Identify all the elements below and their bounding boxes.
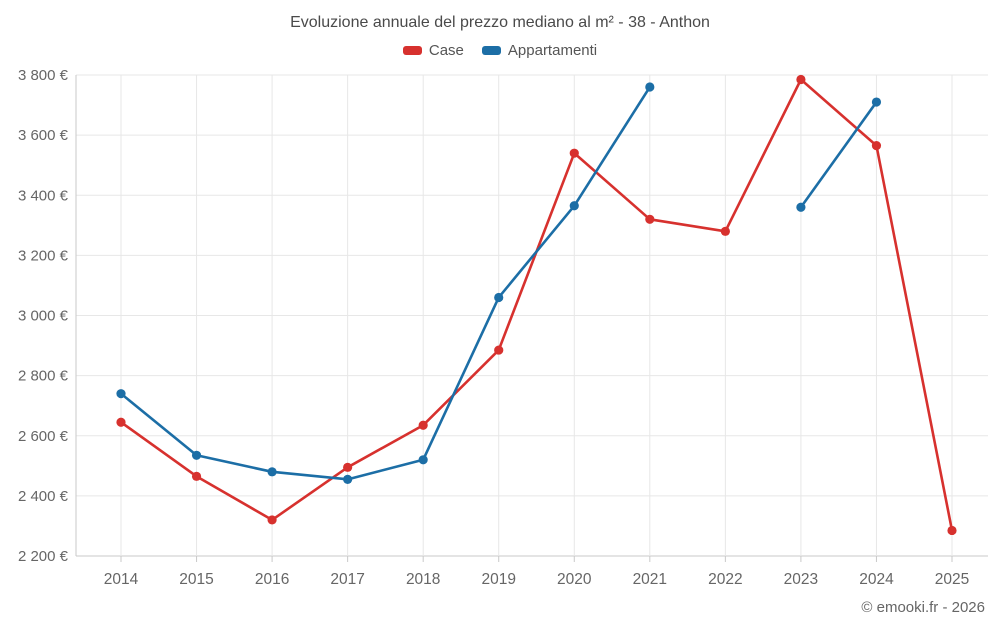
data-point-appartamenti-2021 bbox=[645, 82, 655, 92]
copyright-text: © emooki.fr - 2026 bbox=[861, 599, 985, 616]
legend-label-appartamenti: Appartamenti bbox=[507, 42, 598, 59]
x-axis-tick-label: 2023 bbox=[784, 571, 818, 588]
data-point-appartamenti-2019 bbox=[494, 292, 504, 303]
appartamenti-series-swatch-icon bbox=[481, 46, 501, 55]
data-point-case-2016 bbox=[267, 515, 277, 525]
data-point-appartamenti-2017 bbox=[343, 474, 353, 484]
legend-item-appartamenti[interactable]: Appartamenti bbox=[481, 42, 598, 59]
legend-label-case: Case bbox=[428, 42, 464, 59]
y-axis-tick-label: 3 800 € bbox=[18, 67, 69, 84]
data-point-case-2024 bbox=[871, 141, 882, 151]
x-axis-tick-label: 2020 bbox=[557, 571, 592, 588]
y-axis-tick-label: 2 600 € bbox=[18, 428, 69, 445]
data-point-appartamenti-2016 bbox=[267, 467, 277, 477]
data-point-case-2023 bbox=[796, 74, 806, 85]
data-point-appartamenti-2018 bbox=[418, 455, 428, 465]
data-point-case-2014 bbox=[116, 417, 126, 427]
data-point-case-2022 bbox=[720, 226, 730, 236]
data-point-case-2025 bbox=[947, 525, 957, 536]
y-axis-tick-label: 3 000 € bbox=[18, 308, 69, 325]
series-line-appartamenti bbox=[119, 85, 652, 481]
x-axis-tick-label: 2015 bbox=[179, 571, 213, 588]
data-point-case-2021 bbox=[645, 214, 655, 224]
data-point-appartamenti-2015 bbox=[191, 450, 202, 460]
data-point-case-2018 bbox=[418, 420, 428, 430]
series-line-appartamenti bbox=[799, 100, 878, 209]
x-axis-tick-label: 2014 bbox=[104, 571, 139, 588]
x-axis-tick-label: 2025 bbox=[935, 571, 969, 588]
data-point-case-2019 bbox=[494, 345, 504, 355]
x-axis-tick-label: 2018 bbox=[406, 571, 440, 588]
x-axis-tick-label: 2017 bbox=[330, 571, 364, 588]
y-axis-tick-label: 3 600 € bbox=[18, 127, 69, 144]
x-axis-tick-label: 2019 bbox=[481, 571, 515, 588]
y-axis-tick-label: 3 200 € bbox=[18, 247, 69, 264]
data-point-appartamenti-2024 bbox=[871, 97, 882, 107]
data-point-appartamenti-2023 bbox=[796, 202, 806, 212]
y-axis-tick-label: 2 400 € bbox=[18, 488, 69, 505]
x-axis-tick-label: 2024 bbox=[859, 571, 894, 588]
data-point-appartamenti-2020 bbox=[569, 201, 579, 211]
chart-title: Evoluzione annuale del prezzo mediano al… bbox=[290, 14, 710, 31]
data-point-appartamenti-2014 bbox=[116, 389, 126, 399]
x-axis-tick-label: 2021 bbox=[633, 571, 667, 588]
data-point-case-2020 bbox=[569, 148, 579, 158]
legend-item-case[interactable]: Case bbox=[402, 42, 464, 59]
case-series-swatch-icon bbox=[402, 46, 422, 55]
chart-legend: Case Appartamenti bbox=[0, 42, 1000, 59]
y-axis-tick-label: 2 800 € bbox=[18, 368, 69, 385]
data-point-case-2017 bbox=[343, 462, 353, 472]
y-axis-tick-label: 3 400 € bbox=[18, 187, 69, 204]
x-axis-tick-label: 2022 bbox=[708, 571, 742, 588]
x-axis-tick-label: 2016 bbox=[255, 571, 289, 588]
data-point-case-2015 bbox=[191, 471, 202, 481]
y-axis-tick-label: 2 200 € bbox=[18, 548, 69, 565]
series-line-case bbox=[119, 78, 954, 532]
